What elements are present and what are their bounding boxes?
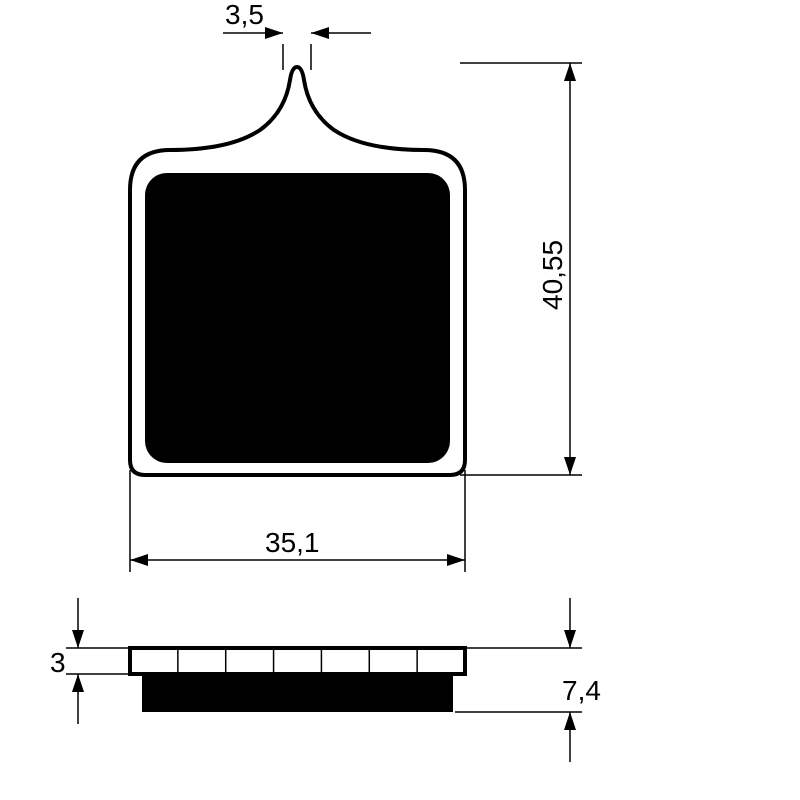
plate-thick-value: 3 (50, 647, 66, 678)
dim-arrow (564, 712, 576, 730)
total-thick-value: 7,4 (562, 675, 601, 706)
dim-arrow (564, 63, 576, 81)
dim-arrow (72, 674, 84, 692)
height-value: 40,55 (537, 240, 568, 310)
dim-arrow (564, 457, 576, 475)
dim-arrow (564, 630, 576, 648)
width-value: 35,1 (265, 527, 320, 558)
friction-pad-front (145, 173, 450, 463)
nub-width-value: 3,5 (225, 0, 264, 30)
dim-arrow (265, 27, 283, 39)
friction-pad-side (142, 674, 453, 712)
dim-arrow (130, 554, 148, 566)
dim-arrow (447, 554, 465, 566)
backplate-side (130, 648, 465, 674)
dim-arrow (311, 27, 329, 39)
dim-arrow (72, 630, 84, 648)
